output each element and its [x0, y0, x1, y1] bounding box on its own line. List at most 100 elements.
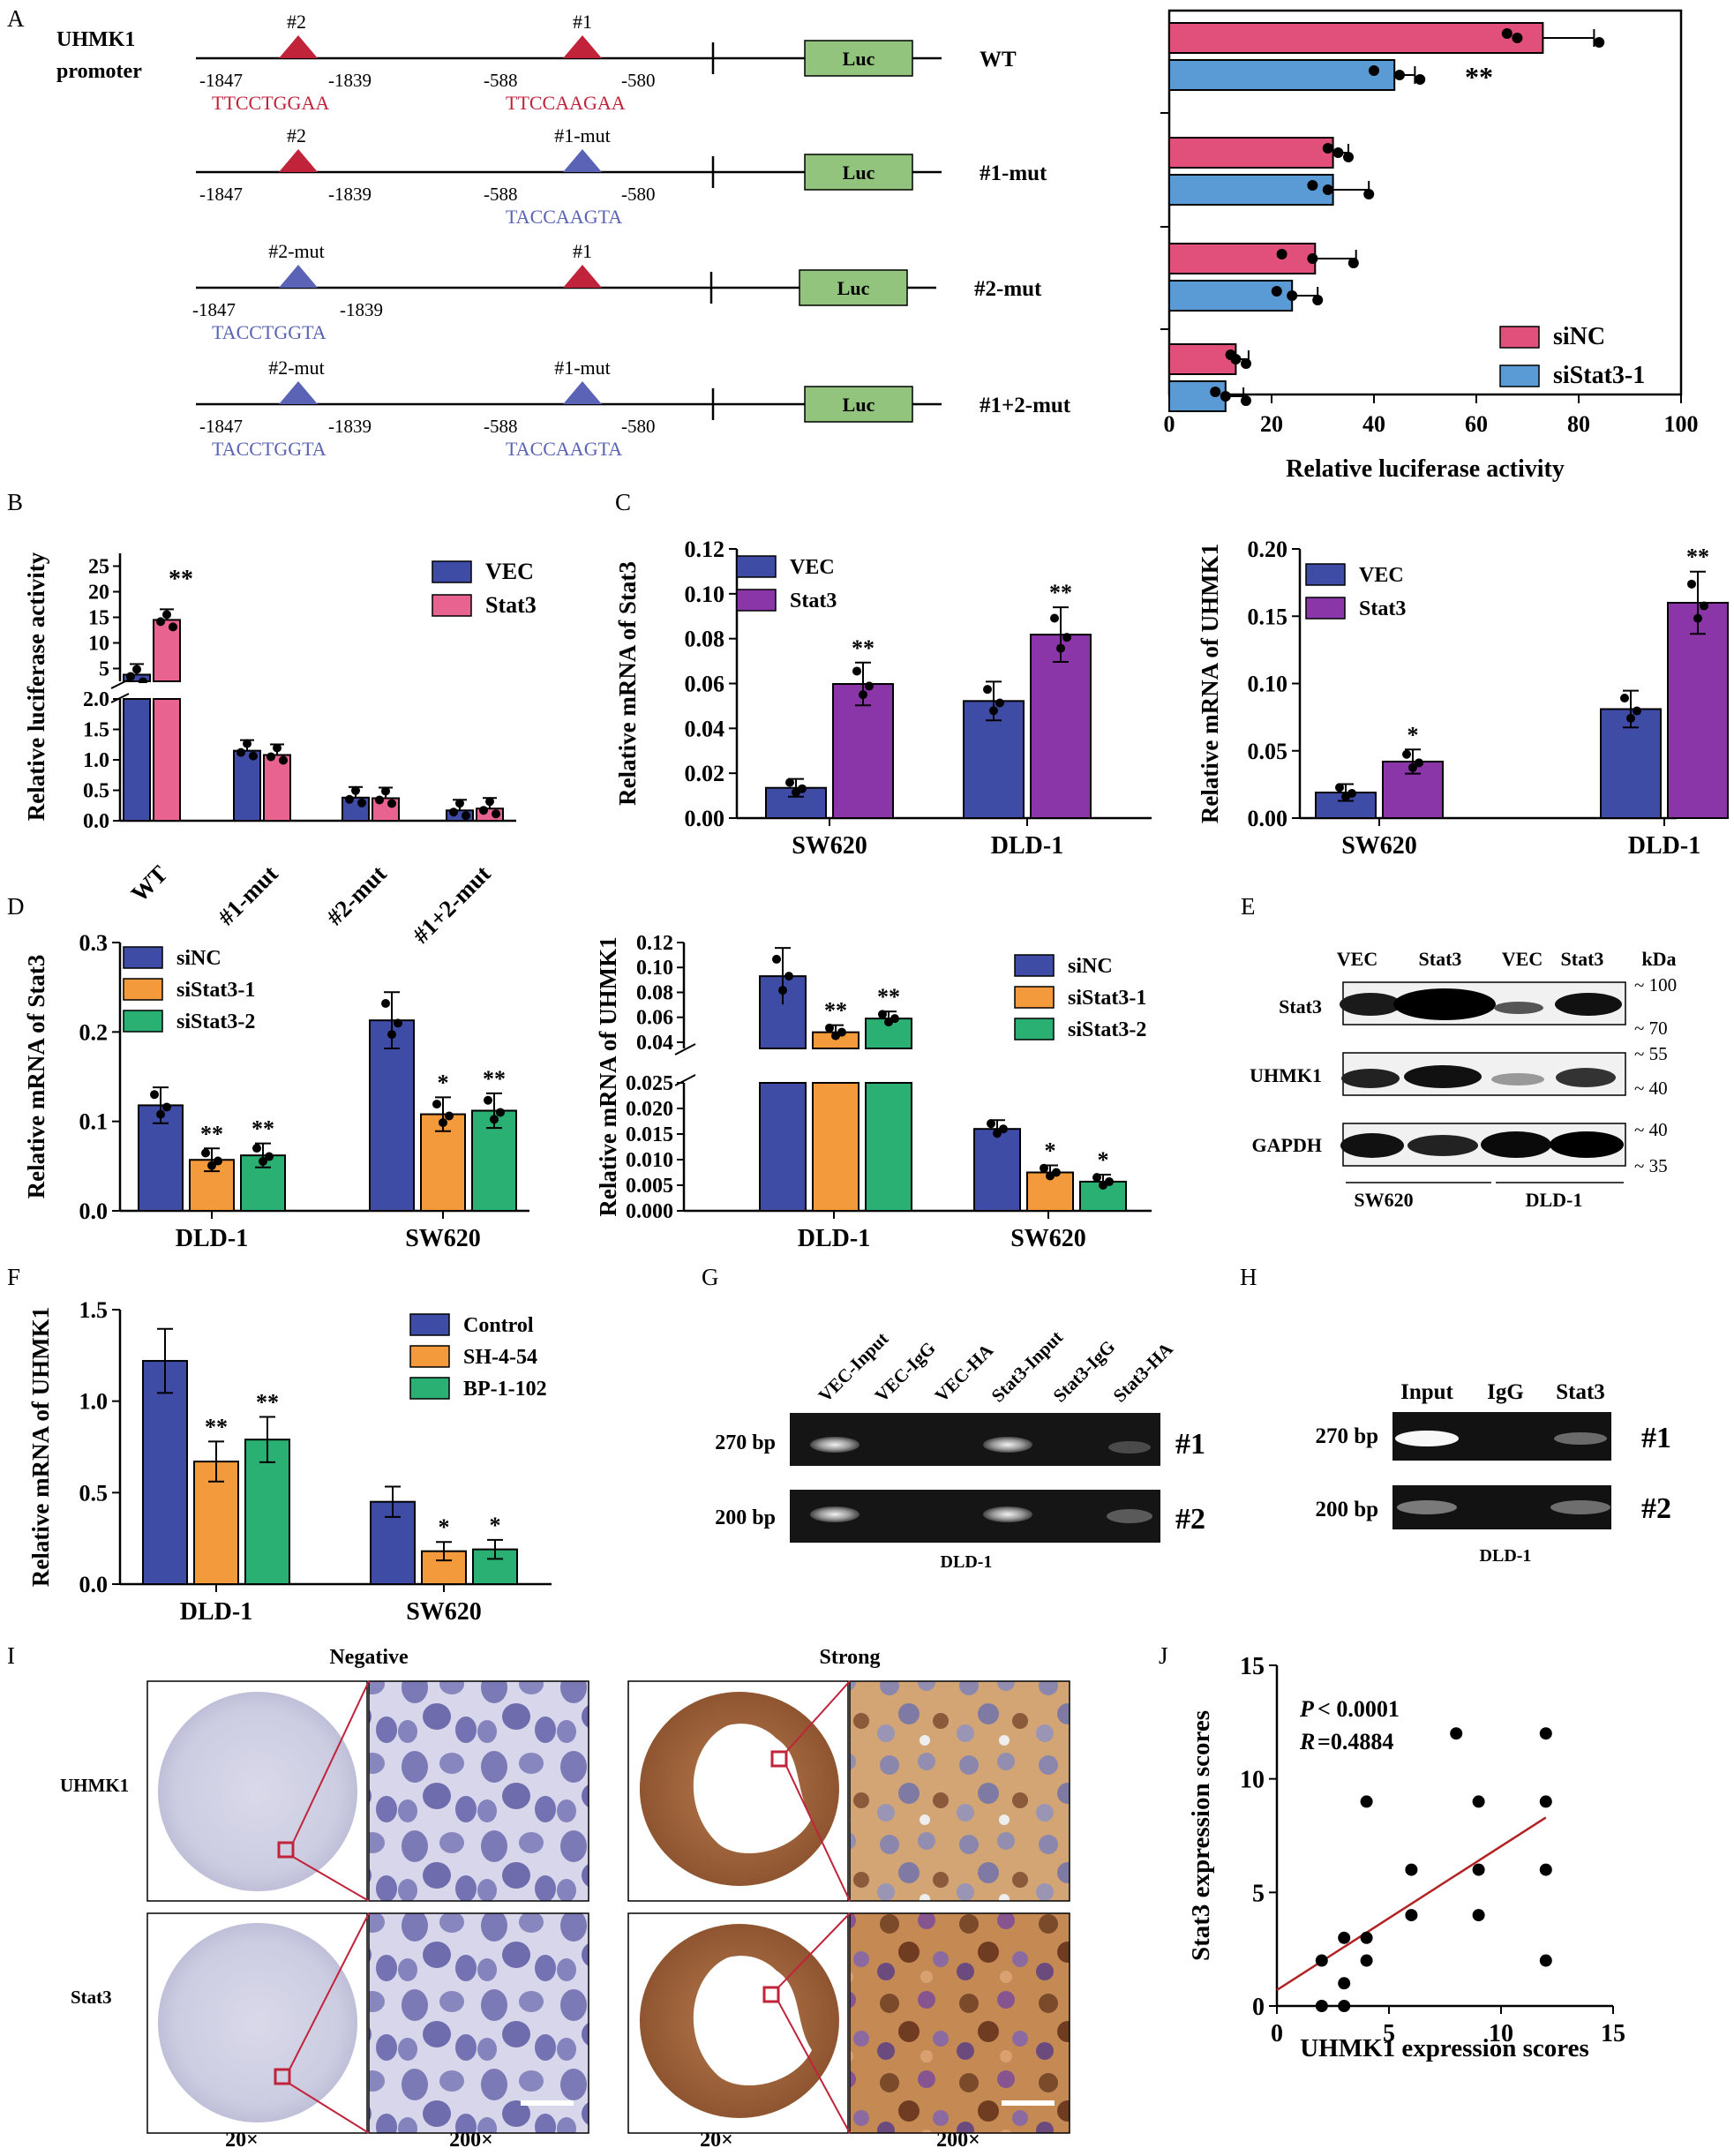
legend-swatch — [123, 978, 163, 1001]
x-tick-label: SW620 — [1341, 832, 1417, 860]
data-point — [132, 665, 141, 674]
blot-strip-gapdh — [1340, 1123, 1626, 1167]
construct-name: #1+2-mut — [980, 394, 1071, 417]
panel-letter-i: I — [7, 1642, 15, 1669]
data-point — [266, 752, 275, 762]
data-point — [439, 1118, 447, 1128]
site-1-label: #1-mut — [554, 357, 611, 379]
site-1-triangle — [563, 265, 602, 288]
bar — [1667, 602, 1729, 819]
data-point — [351, 785, 360, 795]
ihc-panel: Negative Strong UHMK1 Stat3 20× 200× 20×… — [60, 1646, 1070, 2152]
data-point — [1633, 706, 1641, 716]
data-point — [156, 617, 165, 627]
data-point — [784, 972, 793, 981]
tick-label: 0.00 — [685, 806, 725, 831]
blot-marker-4: ~ 40 — [1634, 1078, 1668, 1099]
tick-label: 0.5 — [79, 1480, 109, 1506]
site-2-triangle — [279, 381, 318, 404]
data-point — [1360, 1954, 1373, 1967]
data-point — [462, 811, 470, 821]
data-point — [214, 1156, 222, 1166]
bar — [472, 1548, 518, 1586]
data-point — [983, 685, 992, 695]
gel-h-bp-200: 200 bp — [1315, 1498, 1378, 1521]
data-point — [1210, 387, 1221, 397]
ihc-row-uhmk1: UHMK1 — [60, 1775, 129, 1796]
gel-h-lane-input: Input — [1400, 1380, 1453, 1404]
x-tick-label: DLD-1 — [1628, 832, 1700, 860]
data-point — [1512, 33, 1523, 43]
axis-break — [673, 1052, 1150, 1080]
tick-label: 0.12 — [636, 932, 673, 955]
data-point — [1343, 152, 1354, 162]
x-tick-label: 20 — [1260, 411, 1283, 437]
tick-label: 25 — [88, 556, 109, 579]
panel-letter-b: B — [7, 489, 23, 515]
data-point — [1415, 758, 1423, 768]
legend-swatch — [1499, 326, 1540, 349]
chart-a: ** 0 20 40 60 80 100 Relative luciferase activi… — [1160, 9, 1699, 483]
blot-row-uhmk1: UHMK1 — [1250, 1064, 1322, 1086]
data-point — [1539, 1795, 1552, 1808]
data-point — [207, 1161, 216, 1170]
data-point — [387, 799, 396, 808]
data-point — [1276, 249, 1287, 259]
gel-g-bp-270: 270 bp — [715, 1431, 776, 1454]
panel-letter-a: A — [7, 5, 25, 32]
tick-label: 1.5 — [79, 1297, 109, 1323]
legend-label: siStat3-2 — [176, 1010, 255, 1033]
data-point — [485, 797, 494, 807]
legend-label: siNC — [1068, 955, 1113, 978]
blot-marker-2: ~ 70 — [1634, 1018, 1668, 1039]
data-point — [890, 1014, 899, 1024]
data-point — [236, 747, 245, 757]
data-point — [375, 795, 384, 805]
annotation-r-label: R — [1299, 1729, 1315, 1754]
y-axis-label: Relative mRNA of Stat3 — [23, 955, 49, 1199]
tick-label: 0.10 — [1248, 672, 1288, 697]
data-point — [1360, 1795, 1373, 1808]
data-point — [1687, 579, 1696, 589]
legend-label: Stat3 — [485, 592, 537, 618]
significance-stars: * — [490, 1513, 501, 1538]
blot-lane-3: VEC — [1502, 948, 1543, 970]
bar — [865, 1082, 912, 1212]
panel-letters: A B C D E F G H I J — [7, 5, 1257, 1669]
pos-label: -1839 — [340, 299, 383, 320]
data-point — [1241, 358, 1251, 369]
pos-label: -588 — [484, 184, 518, 205]
legend-swatch — [1014, 1018, 1055, 1040]
annotation-p-label: P — [1299, 1696, 1315, 1722]
data-point — [1105, 1176, 1114, 1186]
tick-label: 0.08 — [636, 981, 673, 1004]
bar — [832, 683, 894, 820]
ihc-header-negative: Negative — [329, 1646, 409, 1669]
data-point — [1394, 70, 1405, 80]
data-point — [496, 1108, 505, 1117]
data-point — [1402, 749, 1411, 759]
blot-group-dld1: DLD-1 — [1526, 1189, 1583, 1211]
data-point — [1408, 762, 1417, 772]
break-mark — [674, 1074, 696, 1086]
panel-letter-j: J — [1159, 1642, 1168, 1669]
x-tick-label: #1+2-mut — [408, 860, 496, 949]
legend-swatch — [1014, 986, 1055, 1009]
significance-stars: ** — [169, 566, 193, 593]
chip-gel-g: VEC-InputVEC-IgGVEC-HAStat3-InputStat3-I… — [715, 1326, 1205, 1572]
bar — [244, 1439, 290, 1585]
data-point — [243, 739, 251, 748]
tick-label: 1.0 — [79, 1389, 109, 1415]
significance-stars: ** — [205, 1414, 228, 1439]
tick-label: 0.06 — [636, 1007, 673, 1030]
data-point — [1287, 290, 1298, 301]
gel-h-site-2: #2 — [1641, 1492, 1671, 1525]
luc-box — [804, 40, 913, 77]
pos-label: -1839 — [328, 416, 372, 437]
blot-strip-uhmk1 — [1341, 1052, 1626, 1096]
gel-g-cell: DLD-1 — [941, 1552, 993, 1572]
significance-stars: ** — [256, 1390, 279, 1416]
data-point — [150, 1090, 159, 1100]
data-point — [825, 1023, 834, 1033]
